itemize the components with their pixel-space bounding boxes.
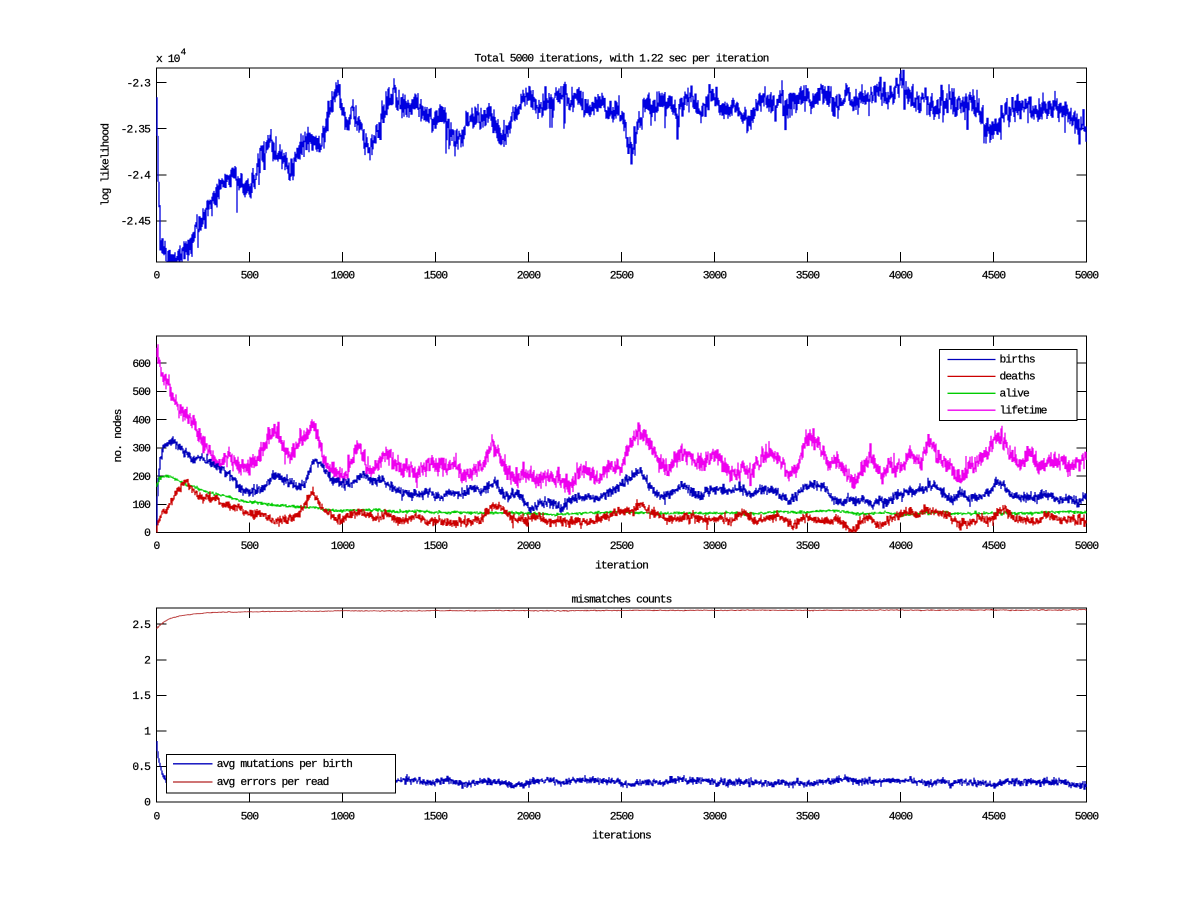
svg-text:4500: 4500 xyxy=(982,271,1007,283)
svg-text:600: 600 xyxy=(132,359,151,371)
svg-text:log likelihood: log likelihood xyxy=(101,124,113,206)
svg-text:400: 400 xyxy=(132,415,151,427)
svg-text:lifetime: lifetime xyxy=(1000,405,1048,417)
svg-text:2500: 2500 xyxy=(610,812,635,824)
svg-text:3500: 3500 xyxy=(796,812,821,824)
svg-text:3500: 3500 xyxy=(796,541,821,553)
svg-text:1000: 1000 xyxy=(331,271,356,283)
svg-text:1: 1 xyxy=(144,727,151,739)
svg-text:deaths: deaths xyxy=(1000,372,1035,384)
svg-text:alive: alive xyxy=(1000,389,1031,401)
svg-text:-2.45: -2.45 xyxy=(121,217,152,229)
svg-text:200: 200 xyxy=(132,472,151,484)
svg-text:2500: 2500 xyxy=(610,541,635,553)
svg-text:4000: 4000 xyxy=(889,271,914,283)
svg-text:x 10: x 10 xyxy=(156,54,181,66)
svg-text:0: 0 xyxy=(154,812,161,824)
svg-text:1000: 1000 xyxy=(331,541,356,553)
svg-text:3000: 3000 xyxy=(703,271,728,283)
svg-text:avg errors per read: avg errors per read xyxy=(217,777,329,789)
svg-text:2000: 2000 xyxy=(517,541,542,553)
svg-text:-2.4: -2.4 xyxy=(126,171,151,183)
svg-text:2.5: 2.5 xyxy=(132,620,151,632)
svg-text:1500: 1500 xyxy=(424,271,449,283)
svg-text:3000: 3000 xyxy=(703,812,728,824)
svg-text:Total 5000 iterations, with 1.: Total 5000 iterations, with 1.22 sec per… xyxy=(475,54,769,66)
svg-text:3500: 3500 xyxy=(796,271,821,283)
svg-text:5000: 5000 xyxy=(1075,271,1100,283)
svg-text:2: 2 xyxy=(144,656,150,668)
svg-text:4500: 4500 xyxy=(982,812,1007,824)
svg-text:4500: 4500 xyxy=(982,541,1007,553)
svg-text:500: 500 xyxy=(241,271,260,283)
svg-text:avg mutations per birth: avg mutations per birth xyxy=(217,759,352,771)
svg-text:500: 500 xyxy=(132,387,151,399)
svg-text:no. nodes: no. nodes xyxy=(113,409,125,462)
svg-text:2000: 2000 xyxy=(517,812,542,824)
svg-text:500: 500 xyxy=(241,812,260,824)
svg-text:2000: 2000 xyxy=(517,271,542,283)
svg-text:0: 0 xyxy=(144,798,151,810)
svg-text:iterations: iterations xyxy=(592,831,651,843)
svg-text:4: 4 xyxy=(181,47,187,58)
svg-text:0: 0 xyxy=(154,271,161,283)
svg-text:births: births xyxy=(1000,355,1035,367)
svg-text:4000: 4000 xyxy=(889,812,914,824)
svg-text:iteration: iteration xyxy=(595,561,648,573)
svg-text:3000: 3000 xyxy=(703,541,728,553)
svg-text:1500: 1500 xyxy=(424,812,449,824)
svg-text:0: 0 xyxy=(154,541,161,553)
svg-text:1000: 1000 xyxy=(331,812,356,824)
svg-text:1.5: 1.5 xyxy=(132,691,151,703)
svg-text:500: 500 xyxy=(241,541,260,553)
svg-text:-2.35: -2.35 xyxy=(121,124,152,136)
svg-text:5000: 5000 xyxy=(1075,541,1100,553)
svg-text:5000: 5000 xyxy=(1075,812,1100,824)
svg-text:-2.3: -2.3 xyxy=(126,78,151,90)
svg-text:4000: 4000 xyxy=(889,541,914,553)
svg-text:0.5: 0.5 xyxy=(132,762,151,774)
svg-text:300: 300 xyxy=(132,444,151,456)
svg-text:2500: 2500 xyxy=(610,271,635,283)
svg-text:1500: 1500 xyxy=(424,541,449,553)
svg-text:100: 100 xyxy=(132,500,151,512)
svg-text:mismatches counts: mismatches counts xyxy=(572,595,672,607)
svg-text:0: 0 xyxy=(144,528,151,540)
